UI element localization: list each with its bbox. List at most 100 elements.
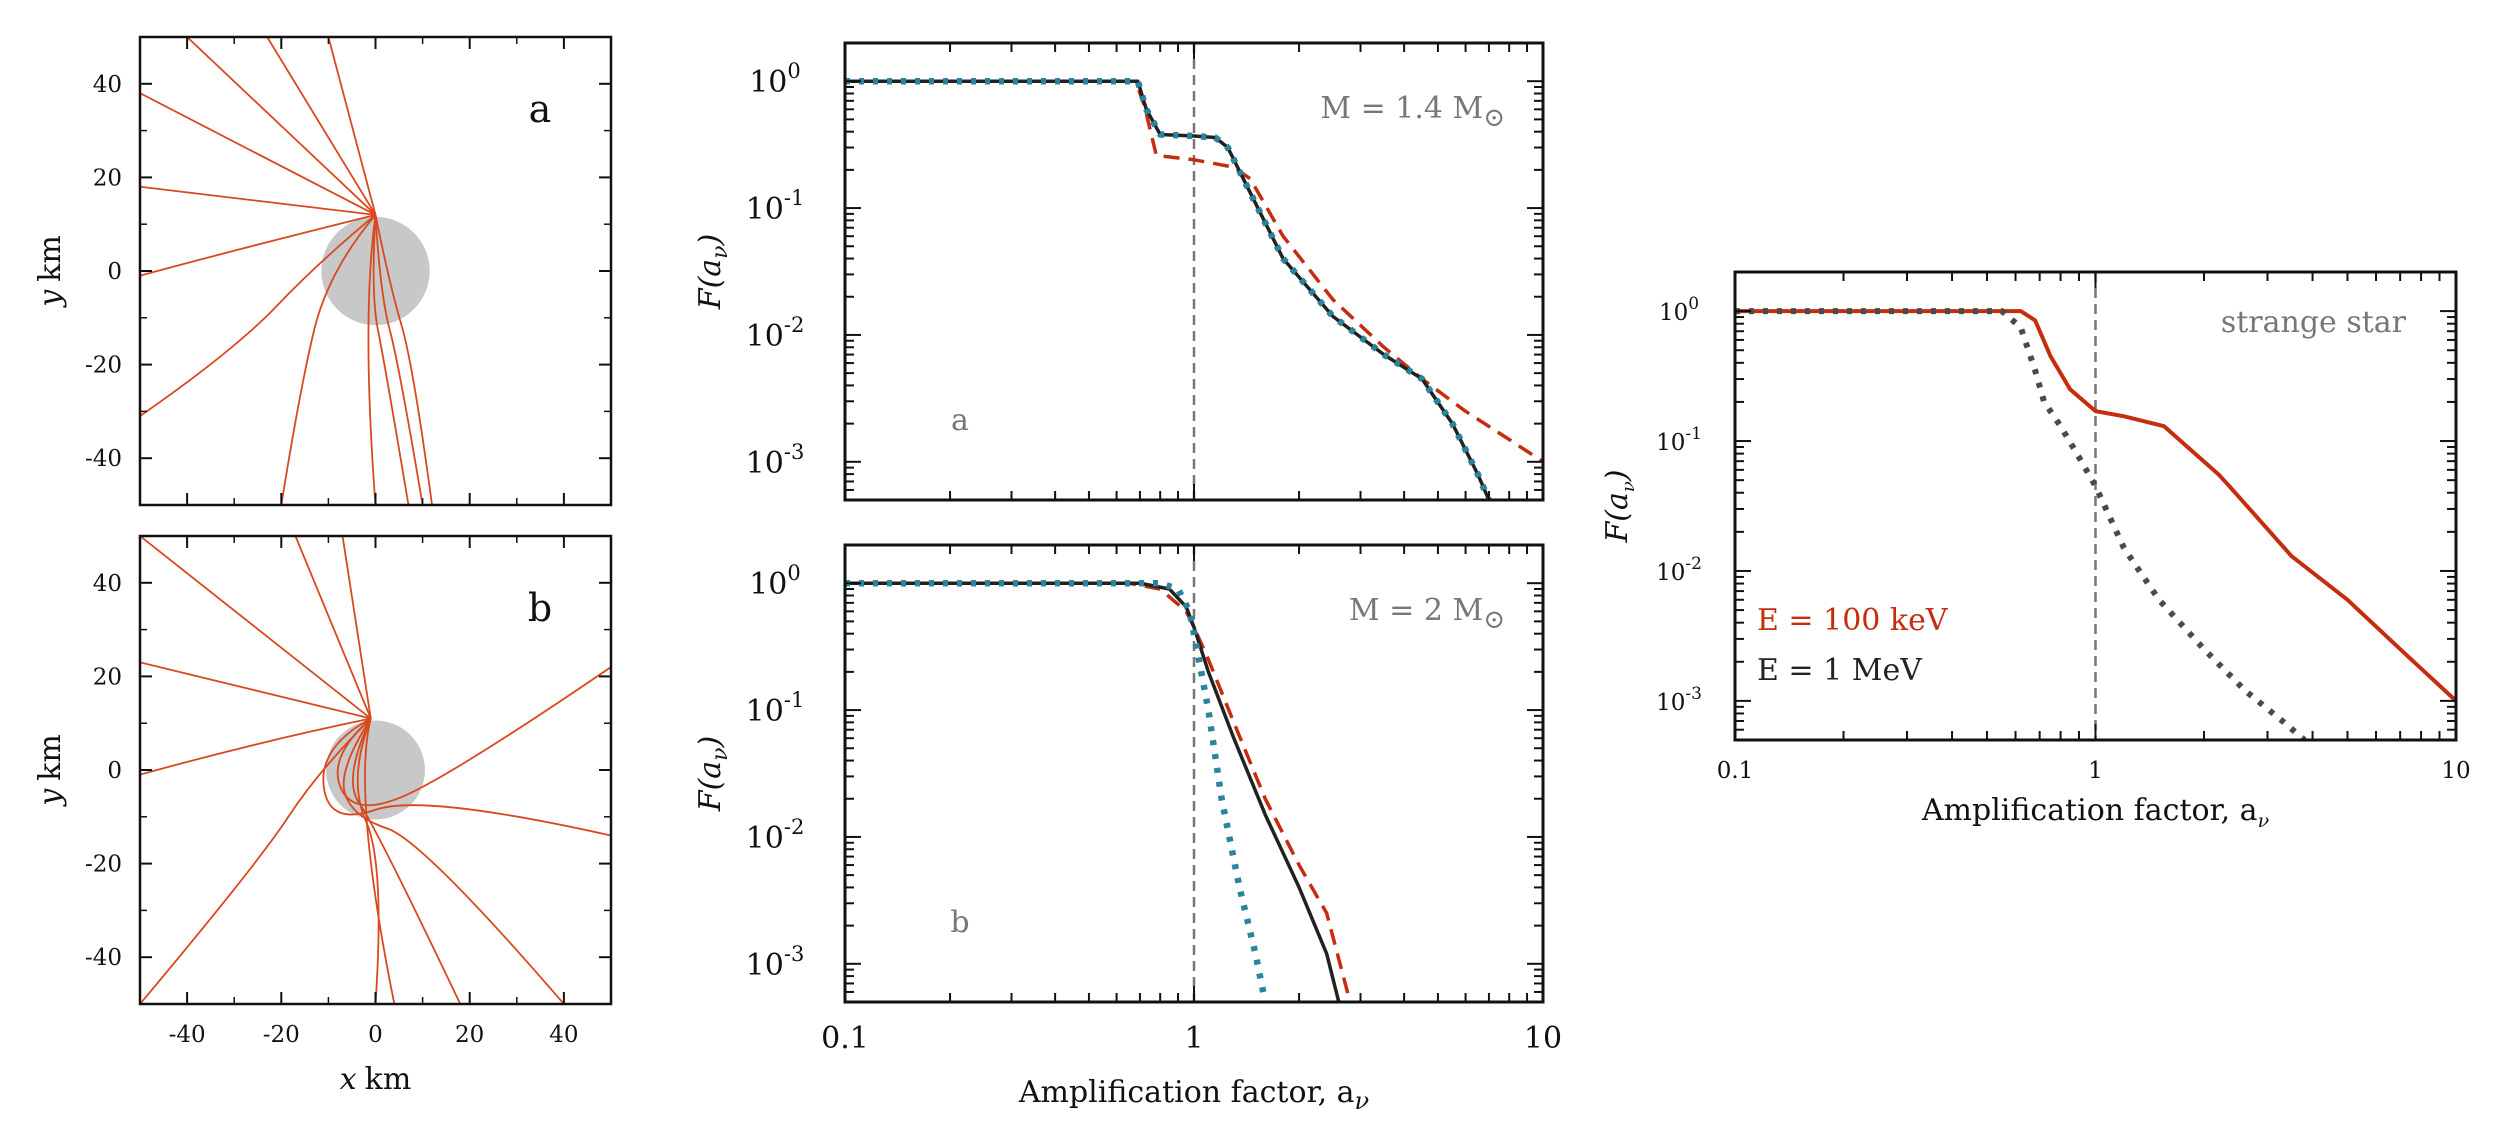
ray-1 — [140, 536, 372, 720]
y-tick-exponent: 0 — [787, 561, 800, 585]
y-tick-label: 0 — [107, 259, 122, 285]
y-tick-label: -20 — [85, 353, 122, 379]
y-tick-base: 10 — [749, 567, 787, 602]
x-tick-label: 20 — [455, 1022, 484, 1048]
x-axis-label-var: x — [340, 1062, 357, 1097]
y-axis-label-var: y — [33, 788, 68, 808]
ray-12 — [374, 214, 433, 505]
y-tick-exponent: -1 — [1685, 424, 1702, 444]
y-tick-exponent: 0 — [787, 59, 800, 83]
x-tick-label: 40 — [549, 1022, 578, 1048]
ray-diagram-a: 40 20 0 -20 -40 y km a — [33, 35, 613, 507]
x-tick-label: 10 — [2441, 758, 2470, 784]
y-tick-label: -20 — [85, 852, 122, 878]
ray-10 — [372, 214, 410, 505]
x-tick-label: -20 — [263, 1022, 300, 1048]
y-tick-label: 10-3 — [746, 440, 805, 481]
ray-9 — [367, 214, 377, 505]
sun-symbol: ⊙ — [1483, 605, 1505, 635]
series-line-red-dashed — [845, 581, 1352, 1002]
y-tick-label: 100 — [749, 59, 801, 100]
y-tick-base: 10 — [1656, 430, 1685, 456]
ray-7 — [140, 214, 377, 417]
y-tick-exponent: -3 — [1685, 684, 1702, 704]
ray-3 — [341, 536, 372, 719]
y-axis-label-text: F(a — [693, 259, 728, 310]
y-axis-label-sub: ν — [708, 245, 733, 258]
y-tick-label: -40 — [85, 945, 122, 971]
x-tick-label: 1 — [2088, 758, 2103, 784]
rays — [140, 37, 433, 505]
series-line-black-solid — [845, 79, 1491, 500]
y-axis-label-close: ) — [1600, 469, 1635, 482]
series-line-gray-dotted — [1735, 308, 2307, 740]
ray-7 — [322, 717, 611, 837]
ray-11 — [374, 214, 424, 505]
x-axis-label-sub: ν — [1355, 1087, 1370, 1115]
y-tick-label: 100 — [749, 561, 801, 602]
y-tick-exponent: -2 — [1685, 554, 1702, 574]
panel-letter: b — [528, 586, 552, 630]
ray-11 — [364, 718, 396, 1004]
y-tick-label: 10-2 — [1656, 554, 1702, 586]
panel-letter: a — [529, 87, 552, 131]
y-tick-label: 10-3 — [746, 942, 805, 983]
y-tick-base: 10 — [1656, 560, 1685, 586]
series-line-teal-dotted — [845, 77, 1492, 500]
series-line-teal-dotted — [845, 579, 1269, 1002]
series-group — [845, 77, 1543, 500]
ray-12 — [356, 718, 380, 1004]
y-tick-exponent: -2 — [784, 313, 804, 337]
y-axis-label-text: F(a — [1600, 492, 1635, 543]
ray-4 — [140, 92, 376, 216]
y-tick-label: 10-2 — [746, 815, 805, 856]
y-tick-label: 10-1 — [746, 186, 805, 227]
panel-letter: b — [950, 905, 969, 940]
y-tick-exponent: -3 — [784, 440, 804, 464]
x-axis-label-text: Amplification factor, a — [1018, 1075, 1355, 1110]
x-axis-label-sub: ν — [2258, 810, 2270, 832]
y-axis-label-sub: ν — [708, 747, 733, 760]
y-axis-label-var: y — [33, 289, 68, 309]
y-tick-exponent: -2 — [784, 815, 804, 839]
ray-4 — [140, 661, 372, 720]
series-line-black-solid — [845, 581, 1341, 1002]
x-tick-label: 0 — [368, 1022, 383, 1048]
y-tick-label: 20 — [93, 664, 122, 690]
y-tick-exponent: -1 — [784, 688, 804, 712]
y-tick-label: 100 — [1659, 294, 1699, 326]
y-tick-base: 10 — [746, 821, 784, 856]
y-axis-label: y km — [33, 734, 68, 808]
ray-6 — [140, 717, 372, 1004]
ray-8 — [336, 666, 611, 806]
series-group — [845, 579, 1352, 1002]
y-axis-label: F(aν) — [1600, 469, 1639, 543]
mass-annotation: M = 2 M⊙ — [1349, 593, 1505, 635]
ray-10 — [352, 718, 462, 1004]
ray-5 — [140, 185, 376, 216]
y-axis-label: F(aν) — [693, 736, 733, 813]
y-tick-label: 10-1 — [746, 688, 805, 729]
mass-annotation-text: M = 2 M — [1349, 593, 1483, 628]
y-axis-label-unit: km — [33, 734, 68, 781]
x-tick-label: 0.1 — [821, 1021, 869, 1056]
ray-9 — [342, 718, 565, 1004]
ray-6 — [140, 213, 376, 277]
y-tick-base: 10 — [1659, 300, 1688, 326]
x-axis-label-unit: km — [365, 1062, 412, 1097]
x-axis-label-text: Amplification factor, a — [1921, 793, 2258, 828]
rays — [140, 536, 611, 1004]
y-tick-base: 10 — [746, 446, 784, 481]
x-tick-label: -40 — [169, 1022, 206, 1048]
x-axis-label: Amplification factor, aν — [1018, 1075, 1369, 1115]
series-line-red-solid — [1735, 309, 2456, 703]
series-group — [1735, 308, 2456, 740]
ray-8 — [280, 214, 377, 505]
ray-3 — [327, 37, 377, 216]
y-tick-exponent: -3 — [784, 942, 804, 966]
y-axis-label-close: ) — [693, 736, 728, 749]
